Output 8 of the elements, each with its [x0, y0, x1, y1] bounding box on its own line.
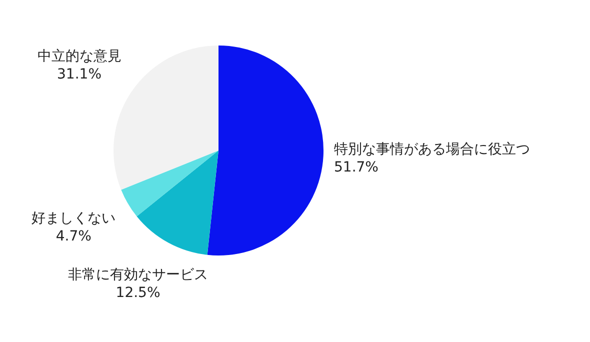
- data-label: 4.7%: [56, 228, 92, 245]
- data-label: 51.7%: [334, 160, 378, 176]
- slice-label: 非常に有効なサービス: [68, 267, 208, 284]
- data-label: 12.5%: [116, 285, 160, 302]
- slice-label: 特別な事情がある場合に役立つ: [334, 142, 530, 158]
- slice-label: 中立的な意見: [37, 48, 122, 64]
- slice-label: 好ましくない: [32, 210, 116, 227]
- data-label: 31.1%: [57, 66, 102, 82]
